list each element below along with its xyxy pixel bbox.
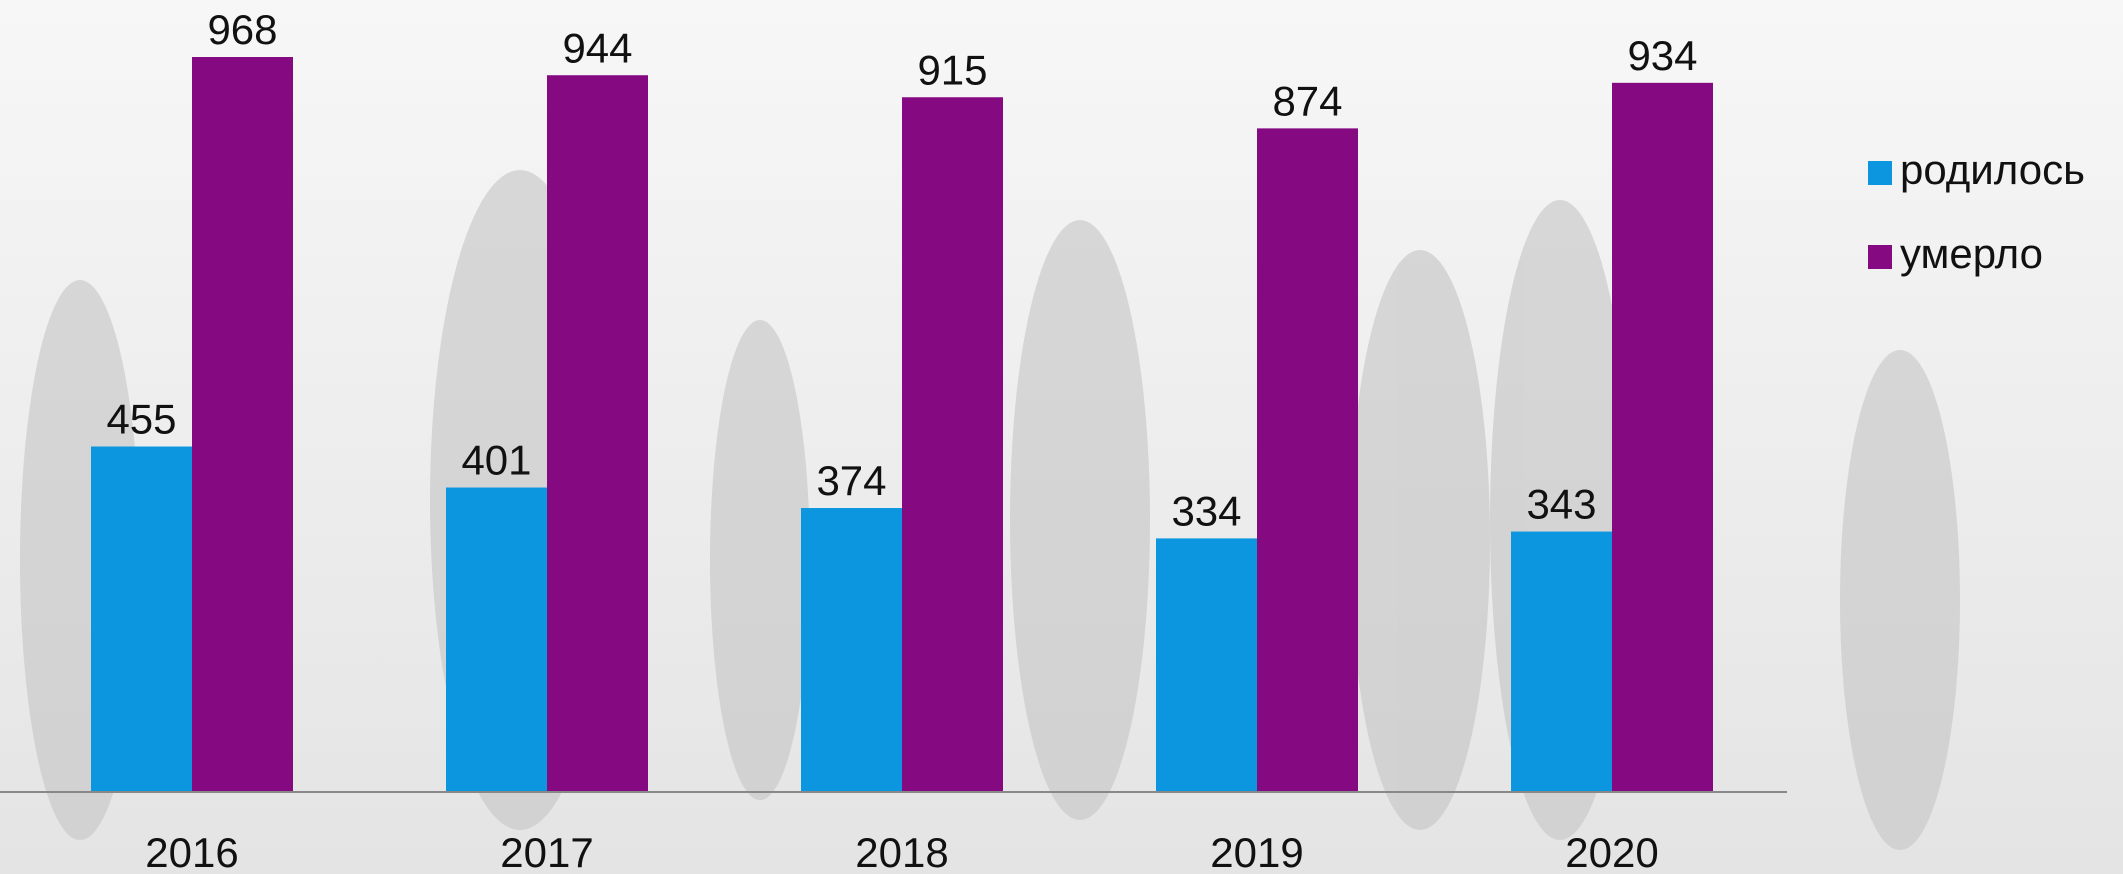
value-label: 343 bbox=[1526, 481, 1596, 528]
value-label: 934 bbox=[1627, 32, 1697, 79]
x-tick-label: 2020 bbox=[1565, 829, 1658, 874]
bar bbox=[801, 508, 902, 792]
x-tick-label: 2016 bbox=[145, 829, 238, 874]
value-label: 455 bbox=[106, 396, 176, 443]
value-label: 374 bbox=[816, 457, 886, 504]
x-tick-label: 2017 bbox=[500, 829, 593, 874]
bar bbox=[1156, 538, 1257, 792]
value-label: 401 bbox=[461, 437, 531, 484]
bar bbox=[192, 57, 293, 792]
value-label: 944 bbox=[562, 24, 632, 71]
bar bbox=[91, 447, 192, 792]
chart: 455 968 2016 401 944 2017 374 915 2018 334 874 2019… bbox=[0, 0, 2123, 874]
value-label: 968 bbox=[207, 6, 277, 53]
legend-swatch bbox=[1868, 245, 1892, 269]
legend-swatch bbox=[1868, 161, 1892, 185]
bar bbox=[1612, 83, 1713, 792]
x-tick-label: 2018 bbox=[855, 829, 948, 874]
bar bbox=[1257, 128, 1358, 792]
legend-label: родилось bbox=[1900, 146, 2085, 193]
bar bbox=[1511, 532, 1612, 792]
x-tick-label: 2019 bbox=[1210, 829, 1303, 874]
bar bbox=[446, 488, 547, 792]
legend-label: умерло bbox=[1900, 230, 2043, 277]
value-label: 874 bbox=[1272, 77, 1342, 124]
value-label: 915 bbox=[917, 46, 987, 93]
bar bbox=[902, 97, 1003, 792]
bar bbox=[547, 75, 648, 792]
value-label: 334 bbox=[1171, 487, 1241, 534]
